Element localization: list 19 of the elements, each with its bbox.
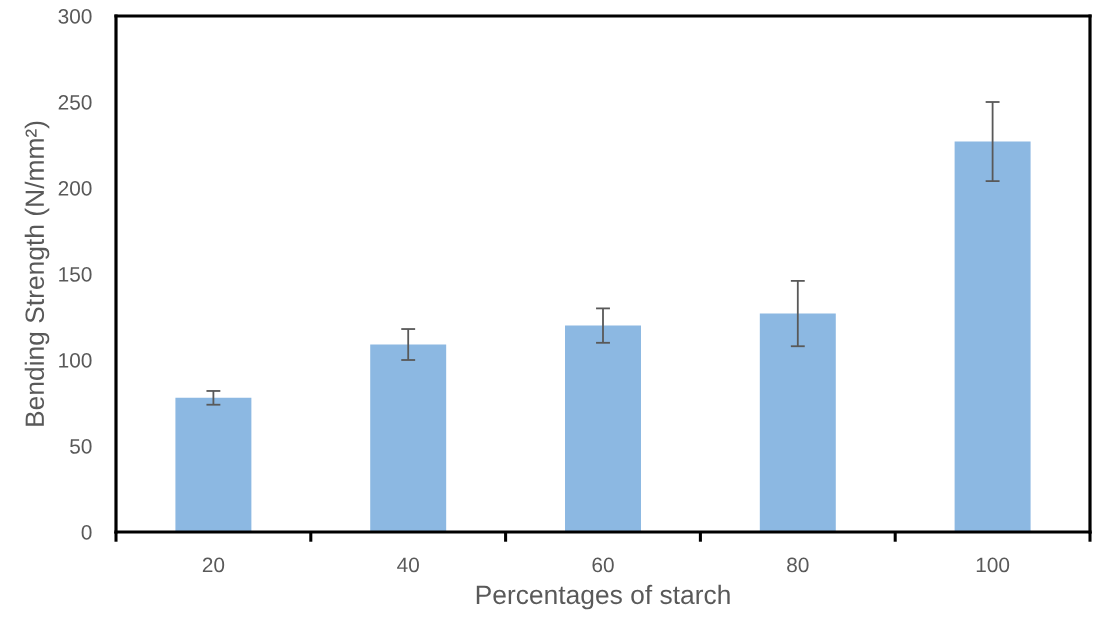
x-axis-title: Percentages of starch — [476, 584, 730, 610]
y-tick-label: 100 — [59, 353, 92, 368]
y-tick-label: 250 — [58, 95, 92, 110]
y-tick-label: 0 — [81, 525, 92, 540]
bar — [954, 141, 1031, 532]
x-tick-label: 100 — [976, 557, 1010, 573]
y-tick-label: 200 — [58, 181, 92, 196]
x-tick-label: 20 — [202, 557, 225, 573]
bar — [759, 313, 836, 532]
y-tick-label: 50 — [70, 439, 92, 454]
y-tick-label: 150 — [59, 267, 92, 282]
bar — [565, 325, 641, 532]
x-tick-label: 80 — [787, 557, 809, 573]
x-tick-label: 40 — [397, 557, 419, 573]
bar — [370, 344, 447, 532]
bar — [175, 397, 252, 532]
x-tick-label: 60 — [592, 557, 614, 573]
y-axis-title: Bending Strength (N/mm²) — [24, 121, 50, 426]
y-tick-label: 300 — [58, 9, 92, 24]
